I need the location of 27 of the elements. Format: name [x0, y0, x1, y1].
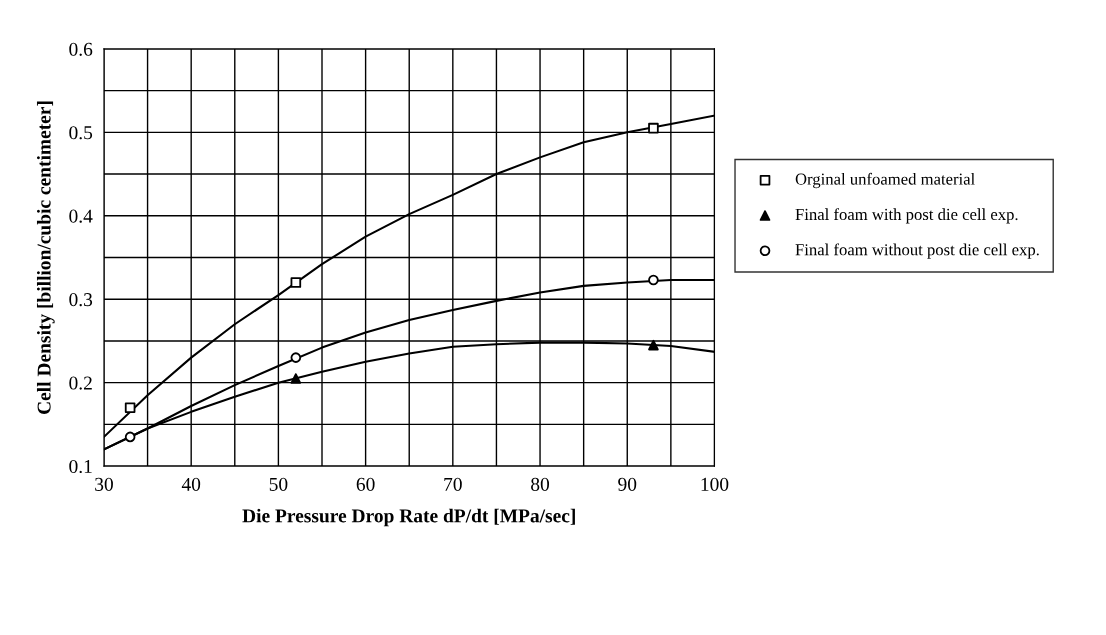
point: [290, 373, 302, 384]
y-tick-label: 0.3: [69, 293, 93, 307]
point: [124, 402, 136, 413]
y-tick-label: 0.2: [69, 376, 92, 390]
x-tick-label: 80: [531, 477, 550, 491]
legend-label: Final foam with post die cell exp.: [795, 208, 1018, 224]
legend-label: Orginal unfoamed material: [795, 172, 975, 189]
point: [290, 352, 302, 363]
y-axis-title: Cell Density [billion/cubic centimeter]: [36, 101, 55, 414]
point: [290, 277, 302, 288]
x-tick-label: 70: [444, 477, 462, 491]
point: [648, 122, 659, 134]
x-tick-label: 50: [269, 477, 288, 491]
x-tick-label: 90: [618, 477, 637, 491]
y-tick-label: 0.1: [69, 459, 92, 474]
point: [648, 339, 659, 351]
x-tick-label: 30: [95, 477, 113, 491]
y-tick-label: 0.4: [69, 209, 93, 223]
x-tick-label: 40: [181, 477, 201, 491]
x-tick-label: 100: [701, 477, 729, 491]
y-tick-label: 0.5: [69, 126, 93, 140]
point: [124, 431, 136, 443]
legend-label: Final foam without post die cell exp.: [795, 243, 1039, 259]
y-tick-label: 0.6: [69, 42, 93, 56]
point: [648, 274, 659, 286]
x-tick-label: 60: [356, 477, 375, 491]
x-axis-title: Die Pressure Drop Rate dP/dt [MPa/sec]: [242, 508, 575, 527]
